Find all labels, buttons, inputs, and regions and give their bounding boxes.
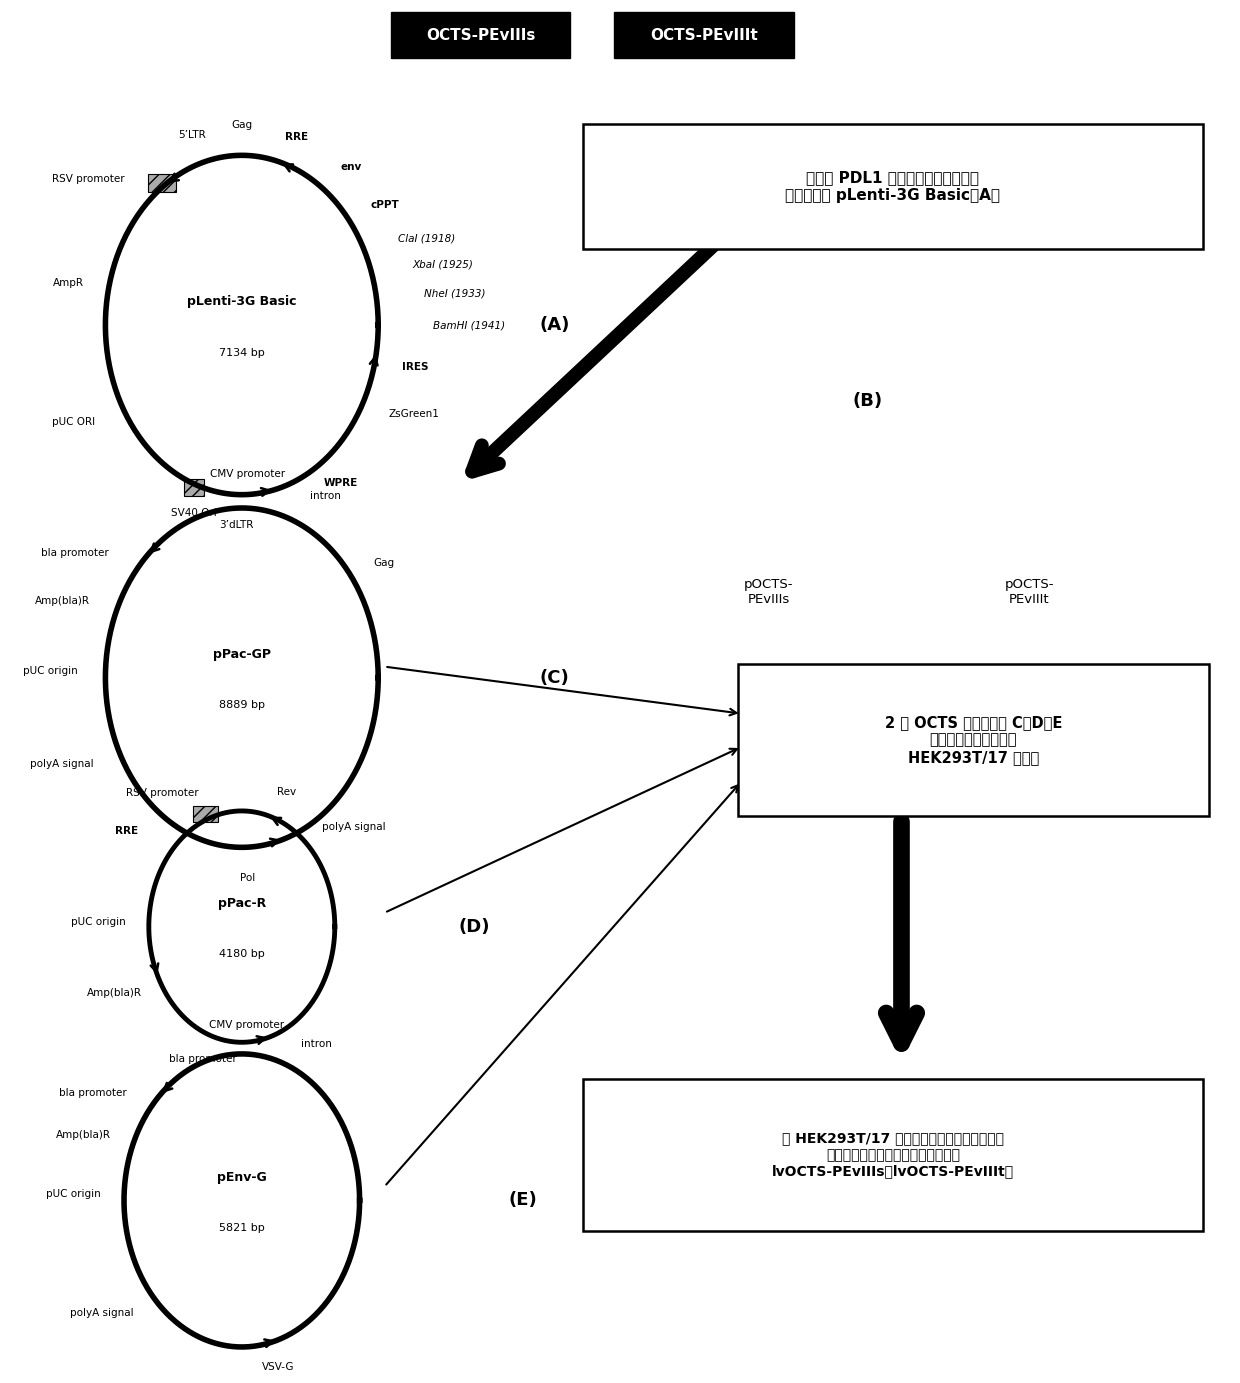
Text: (E): (E): [508, 1191, 537, 1210]
Text: Amp(bla)R: Amp(bla)R: [56, 1130, 110, 1140]
Text: RRE: RRE: [285, 131, 309, 142]
Text: RSV promoter: RSV promoter: [125, 787, 198, 798]
Text: 8889 bp: 8889 bp: [218, 700, 265, 711]
Text: Amp(bla)R: Amp(bla)R: [87, 987, 141, 999]
Text: pUC ORI: pUC ORI: [52, 418, 95, 427]
Text: Rev: Rev: [277, 787, 296, 798]
Bar: [185, 479, 205, 496]
Text: NheI (1933): NheI (1933): [424, 288, 486, 299]
Text: pOCTS-
PEvIIIs: pOCTS- PEvIIIs: [744, 578, 794, 606]
Bar: [149, 174, 176, 192]
Bar: [192, 806, 217, 822]
Text: Amp(bla)R: Amp(bla)R: [35, 596, 91, 606]
Text: intron: intron: [300, 1039, 331, 1048]
Text: CMV promoter: CMV promoter: [210, 469, 285, 479]
Text: 在 HEK293T/17 内慢病毒结构和功能基因的大
量表达，分别组装成重组慢病毒载体
lvOCTS-PEvIIIs、lvOCTS-PEvIIIt。: 在 HEK293T/17 内慢病毒结构和功能基因的大 量表达，分别组装成重组慢病…: [771, 1131, 1014, 1178]
Text: pUC origin: pUC origin: [24, 665, 78, 675]
Text: ClaI (1918): ClaI (1918): [398, 234, 455, 243]
FancyBboxPatch shape: [583, 124, 1203, 249]
Text: SV40 Ori: SV40 Ori: [171, 508, 217, 517]
Text: 5821 bp: 5821 bp: [219, 1223, 264, 1234]
Text: pEnv-G: pEnv-G: [217, 1171, 267, 1184]
Text: bla promoter: bla promoter: [41, 548, 109, 559]
FancyBboxPatch shape: [738, 664, 1209, 816]
Text: bla promoter: bla promoter: [60, 1088, 126, 1098]
Text: bla promoter: bla promoter: [169, 1054, 237, 1065]
Text: Pol: Pol: [239, 873, 255, 882]
Text: intron: intron: [310, 491, 341, 501]
Text: pOCTS-
PEvIIIt: pOCTS- PEvIIIt: [1004, 578, 1054, 606]
Text: OCTS-PEvIIIt: OCTS-PEvIIIt: [650, 28, 758, 43]
FancyBboxPatch shape: [583, 1079, 1203, 1231]
Text: 5’LTR: 5’LTR: [179, 130, 206, 140]
Text: IRES: IRES: [402, 362, 428, 372]
Text: (C): (C): [539, 668, 569, 687]
Text: Gag: Gag: [373, 557, 394, 568]
Text: RRE: RRE: [115, 826, 139, 837]
Text: (A): (A): [539, 315, 569, 335]
Text: 2 个 OCTS 质粒分别与 C、D、E
三种包装质粒共同转染
HEK293T/17 细胞。: 2 个 OCTS 质粒分别与 C、D、E 三种包装质粒共同转染 HEK293T/…: [884, 715, 1063, 765]
Text: ZsGreen1: ZsGreen1: [389, 409, 440, 419]
Text: pPac-GP: pPac-GP: [213, 649, 270, 661]
Text: polyA signal: polyA signal: [69, 1308, 134, 1318]
Text: CMV promoter: CMV promoter: [210, 1019, 284, 1030]
Text: XbaI (1925): XbaI (1925): [412, 259, 474, 270]
FancyBboxPatch shape: [391, 12, 570, 58]
Text: VSV-G: VSV-G: [262, 1362, 294, 1372]
Text: pPac-R: pPac-R: [218, 898, 265, 910]
Text: (D): (D): [459, 917, 490, 936]
Text: 7134 bp: 7134 bp: [219, 347, 264, 358]
Text: cPPT: cPPT: [371, 199, 399, 209]
Text: polyA signal: polyA signal: [30, 759, 93, 769]
Text: (B): (B): [853, 391, 883, 411]
Text: WPRE: WPRE: [324, 477, 358, 488]
Text: 3’dLTR: 3’dLTR: [219, 520, 253, 530]
Text: polyA signal: polyA signal: [322, 822, 386, 831]
Text: OCTS-PEvIIIs: OCTS-PEvIIIs: [425, 28, 536, 43]
Text: env: env: [341, 162, 362, 173]
Text: pUC origin: pUC origin: [71, 917, 125, 927]
FancyBboxPatch shape: [614, 12, 794, 58]
Text: BamHI (1941): BamHI (1941): [433, 319, 505, 331]
Text: pUC origin: pUC origin: [46, 1189, 100, 1199]
Text: 分别与 PDL1 单链抗体克隆进入慢病
毒骨架质粒 pLenti-3G Basic（A）: 分别与 PDL1 单链抗体克隆进入慢病 毒骨架质粒 pLenti-3G Basi…: [785, 170, 1001, 203]
Text: pLenti-3G Basic: pLenti-3G Basic: [187, 296, 296, 308]
Text: RSV promoter: RSV promoter: [52, 174, 124, 184]
Text: AmpR: AmpR: [53, 278, 84, 289]
Text: Gag: Gag: [231, 120, 253, 130]
Text: 4180 bp: 4180 bp: [219, 949, 264, 960]
